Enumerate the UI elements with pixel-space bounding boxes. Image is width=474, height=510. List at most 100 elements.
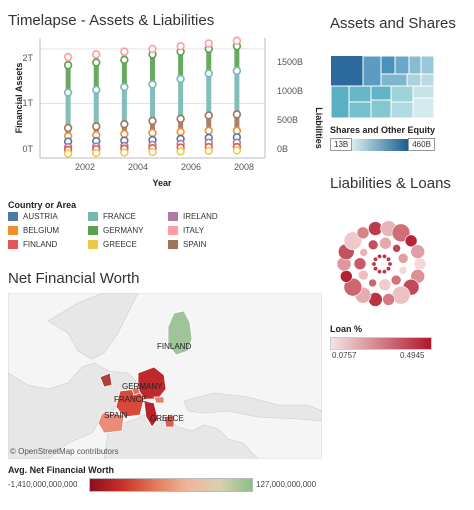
legend-item[interactable]: GREECE [88,240,137,249]
loan-bubble[interactable] [390,274,402,286]
greece-shape[interactable] [163,414,175,428]
loan-bubble[interactable] [343,231,363,251]
loan-bubble[interactable] [353,257,367,270]
data-point-belgium[interactable] [148,128,157,138]
loan-bubble[interactable] [391,223,411,243]
loan-bubble[interactable] [373,256,379,262]
data-point-greece[interactable] [176,147,185,156]
loan-bubble[interactable] [377,269,383,275]
loan-bubble[interactable] [377,253,383,259]
data-point-greece[interactable] [63,149,73,158]
treemap-cell[interactable] [370,85,392,101]
loan-bubble[interactable] [381,253,387,259]
europe-map[interactable]: FINLAND GERMANY FRANCE SPAIN GREECE © Op… [8,293,322,459]
loan-bubble[interactable] [378,278,392,292]
data-point-france[interactable] [204,69,213,78]
data-point-spain[interactable] [232,110,242,119]
loan-bubble[interactable] [385,266,391,272]
loan-bubble[interactable] [379,236,392,250]
map-attribution[interactable]: © OpenStreetMap contributors [10,447,119,456]
treemap-cell[interactable] [406,73,422,87]
data-point-france[interactable] [92,85,101,95]
finland-shape[interactable] [167,310,193,356]
treemap-cell[interactable] [420,73,434,87]
data-point-spain[interactable] [148,116,157,126]
austria-shape[interactable] [153,396,165,404]
data-point-france[interactable] [120,82,129,92]
loan-bubble[interactable] [413,257,427,271]
loan-bubble[interactable] [358,269,369,281]
loan-bubble[interactable] [359,248,368,257]
loan-bubble[interactable] [343,277,363,297]
data-point-spain[interactable] [176,114,185,123]
ireland-shape[interactable] [99,372,113,388]
treemap-chart[interactable] [331,56,434,118]
legend-item[interactable]: SPAIN [168,240,206,249]
belgium-shape[interactable] [131,386,141,396]
legend-item[interactable]: GERMANY [88,226,143,235]
legend-item[interactable]: FRANCE [88,212,136,221]
loan-bubble[interactable] [392,244,401,253]
data-point-spain[interactable] [92,122,101,131]
treemap-cell[interactable] [390,101,414,118]
timelapse-chart[interactable]: 2T 1T 0T 1500B 1000B 500B 0B 2002 2004 2… [0,32,330,192]
data-point-greece[interactable] [120,148,129,157]
bubble-chart[interactable] [306,216,466,320]
treemap-cell[interactable] [331,85,350,118]
loan-bubble[interactable] [373,266,379,272]
treemap-cell[interactable] [380,56,396,75]
spain-shape[interactable] [97,412,125,434]
legend-item[interactable]: ITALY [168,226,204,235]
data-point-italy[interactable] [120,47,129,56]
loan-bubble[interactable] [367,239,379,251]
data-point-france[interactable] [176,74,185,84]
treemap-cell[interactable] [331,56,363,86]
loan-bubble[interactable] [387,261,393,267]
treemap-cell[interactable] [348,101,372,118]
treemap-cell[interactable] [412,97,434,118]
loan-bubble[interactable] [371,261,377,267]
data-point-italy[interactable] [232,36,242,45]
legend-item[interactable]: IRELAND [168,212,218,221]
treemap-cell[interactable] [394,56,410,75]
data-point-spain[interactable] [63,123,73,133]
italy-shape[interactable] [143,400,159,428]
loan-bubble[interactable] [410,244,426,259]
loan-bubble[interactable] [397,253,409,264]
data-point-germany[interactable] [63,61,73,70]
legend-item[interactable]: FINLAND [8,240,57,249]
data-point-italy[interactable] [148,44,157,54]
data-point-spain[interactable] [120,119,129,129]
legend-item[interactable]: AUSTRIA [8,212,58,221]
data-point-spain[interactable] [204,111,213,120]
data-point-france[interactable] [232,66,242,75]
legend-item[interactable]: BELGIUM [8,226,59,235]
data-point-france[interactable] [148,80,157,89]
data-point-greece[interactable] [204,146,213,156]
data-point-belgium[interactable] [204,126,213,135]
treemap-cell[interactable] [348,85,372,103]
loan-bubble[interactable] [404,234,418,248]
data-point-germany[interactable] [120,55,129,65]
loan-bubble[interactable] [391,285,411,305]
loan-bubble[interactable] [381,269,387,275]
treemap-cell[interactable] [412,85,434,99]
treemap-cell[interactable] [370,99,392,118]
treemap-cell[interactable] [380,73,408,87]
treemap-cell[interactable] [390,85,414,103]
data-point-greece[interactable] [92,148,101,158]
treemap-cell[interactable] [408,56,422,75]
data-point-greece[interactable] [232,146,242,155]
data-point-france[interactable] [63,88,73,97]
treemap-cell[interactable] [362,56,382,87]
data-point-germany[interactable] [92,58,101,67]
loan-bubble[interactable] [398,265,408,275]
data-point-greece[interactable] [148,147,157,157]
data-point-italy[interactable] [92,50,101,59]
data-point-belgium[interactable] [176,127,185,137]
data-point-italy[interactable] [204,39,213,48]
treemap-cell[interactable] [420,56,434,75]
loan-bubble[interactable] [368,278,377,288]
loan-bubble[interactable] [382,293,395,306]
data-point-italy[interactable] [176,41,185,51]
